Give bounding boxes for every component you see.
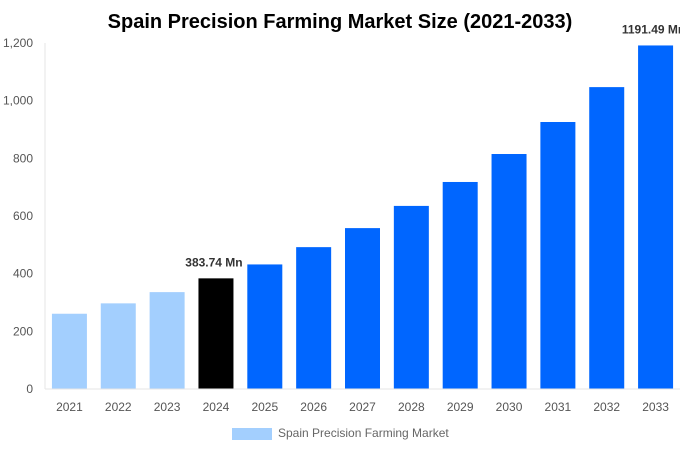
y-axis: 0 200 400 600 800 1,000 1,200 [3, 36, 46, 396]
x-tick-label: 2032 [593, 400, 620, 414]
bar-2025 [247, 264, 283, 389]
bar-2032 [589, 87, 625, 390]
y-tick-label: 400 [13, 267, 33, 281]
legend: Spain Precision Farming Market [232, 426, 449, 440]
data-label: 1191.49 Mn [622, 22, 680, 36]
legend-swatch [232, 428, 272, 440]
bar-2027 [345, 228, 380, 389]
x-tick-label: 2028 [398, 400, 425, 414]
y-tick-label: 800 [13, 151, 33, 165]
bar-2023 [149, 292, 185, 389]
data-label: 383.74 Mn [185, 255, 242, 269]
chart-title: Spain Precision Farming Market Size (202… [108, 11, 573, 33]
bars [51, 45, 674, 390]
y-tick-label: 600 [13, 209, 33, 223]
x-tick-label: 2023 [154, 400, 181, 414]
bar-2028 [393, 205, 429, 389]
data-labels: 383.74 Mn 1191.49 Mn [185, 22, 680, 269]
y-tick-label: 0 [26, 382, 33, 396]
x-tick-label: 2025 [251, 400, 278, 414]
x-tick-label: 2027 [349, 400, 376, 414]
x-tick-label: 2022 [105, 400, 132, 414]
bar-2021 [51, 313, 87, 389]
x-tick-label: 2033 [642, 400, 669, 414]
bar-2022 [100, 303, 136, 389]
x-tick-label: 2026 [300, 400, 327, 414]
y-tick-label: 1,200 [3, 36, 33, 50]
bar-2031 [540, 122, 576, 390]
x-axis: 2021 2022 2023 2024 2025 2026 2027 2028 2029 2030… [45, 388, 680, 414]
x-tick-label: 2031 [545, 400, 572, 414]
y-tick-label: 200 [13, 324, 33, 338]
x-tick-label: 2021 [56, 400, 83, 414]
bar-2029 [442, 181, 478, 389]
bar-2033 [638, 45, 674, 390]
legend-label: Spain Precision Farming Market [278, 426, 449, 440]
bar-2030 [491, 154, 527, 389]
x-tick-label: 2024 [203, 400, 230, 414]
y-tick-label: 1,000 [3, 94, 33, 108]
bar-2026 [296, 247, 332, 389]
x-tick-label: 2029 [447, 400, 474, 414]
x-tick-label: 2030 [496, 400, 523, 414]
bar-2024 [198, 278, 234, 389]
